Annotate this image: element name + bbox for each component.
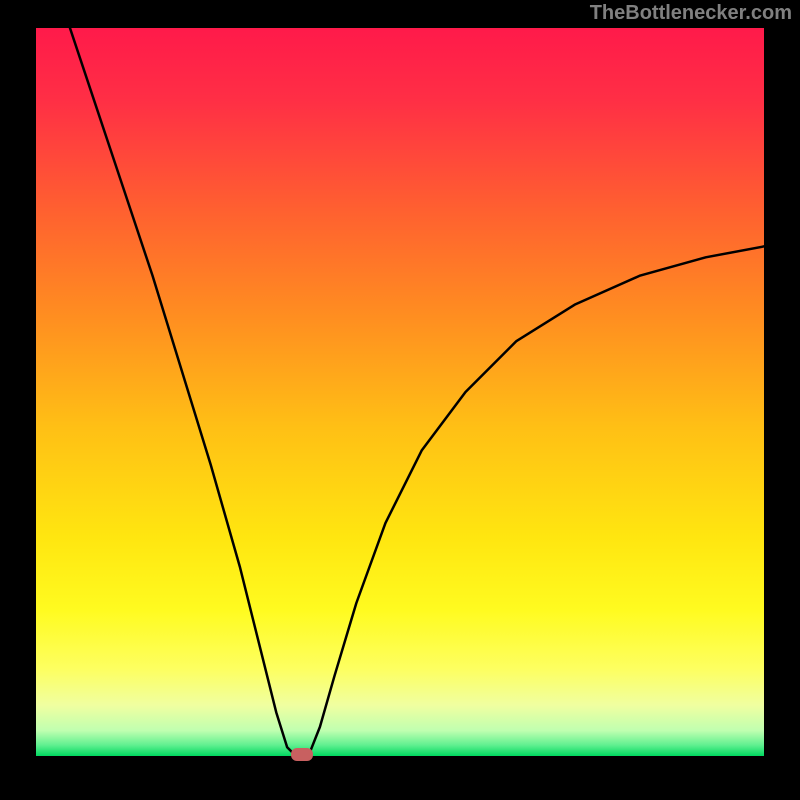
- chart-border: [0, 0, 800, 800]
- watermark-text: TheBottlenecker.com: [590, 2, 792, 25]
- chart-container: TheBottlenecker.com: [0, 0, 800, 800]
- minimum-marker: [291, 748, 313, 761]
